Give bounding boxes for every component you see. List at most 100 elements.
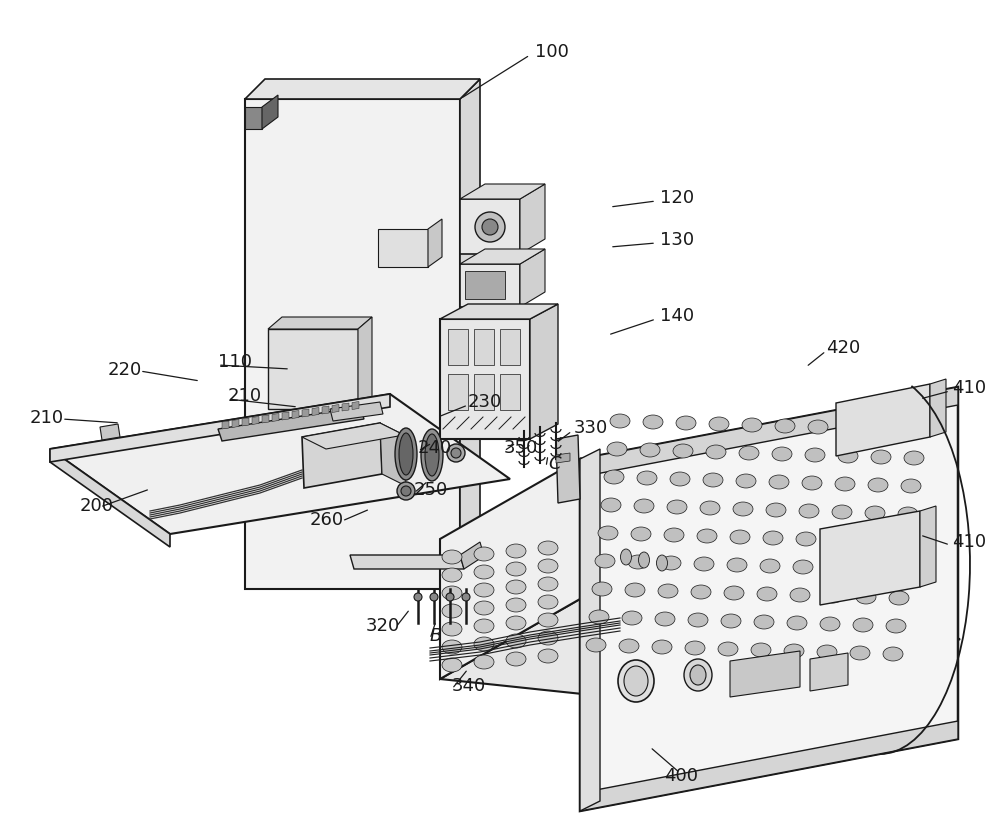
Ellipse shape <box>739 446 759 460</box>
Text: 350: 350 <box>504 439 538 456</box>
Ellipse shape <box>838 450 858 464</box>
Ellipse shape <box>414 594 422 601</box>
Ellipse shape <box>634 499 654 513</box>
Ellipse shape <box>506 562 526 576</box>
Ellipse shape <box>475 213 505 243</box>
Polygon shape <box>460 80 480 590</box>
Polygon shape <box>520 250 545 308</box>
Polygon shape <box>440 460 580 679</box>
Ellipse shape <box>667 500 687 514</box>
Polygon shape <box>332 405 339 413</box>
Text: 110: 110 <box>218 353 252 371</box>
Ellipse shape <box>856 590 876 604</box>
Ellipse shape <box>482 219 498 236</box>
Polygon shape <box>730 651 800 697</box>
Ellipse shape <box>506 616 526 630</box>
Polygon shape <box>50 394 390 463</box>
Polygon shape <box>245 100 460 590</box>
Polygon shape <box>460 185 545 200</box>
Ellipse shape <box>895 536 915 549</box>
Ellipse shape <box>538 577 558 591</box>
Ellipse shape <box>637 471 657 485</box>
Ellipse shape <box>766 503 786 518</box>
Ellipse shape <box>898 508 918 522</box>
Polygon shape <box>342 403 349 412</box>
Bar <box>465 272 505 300</box>
Ellipse shape <box>624 667 648 696</box>
Ellipse shape <box>826 561 846 575</box>
Polygon shape <box>580 721 958 811</box>
Polygon shape <box>820 512 920 605</box>
Polygon shape <box>810 653 848 691</box>
Ellipse shape <box>690 665 706 686</box>
Ellipse shape <box>784 644 804 658</box>
Ellipse shape <box>607 442 627 456</box>
Ellipse shape <box>395 428 417 480</box>
Text: 260: 260 <box>310 510 344 528</box>
Ellipse shape <box>462 594 470 601</box>
Ellipse shape <box>724 586 744 600</box>
Text: 210: 210 <box>228 387 262 405</box>
Ellipse shape <box>397 483 415 500</box>
Ellipse shape <box>442 586 462 600</box>
Ellipse shape <box>538 595 558 609</box>
Ellipse shape <box>442 623 462 636</box>
Ellipse shape <box>829 533 849 547</box>
Ellipse shape <box>757 587 777 601</box>
Ellipse shape <box>769 475 789 489</box>
Ellipse shape <box>862 534 882 548</box>
Text: 200: 200 <box>80 497 114 514</box>
Ellipse shape <box>474 583 494 597</box>
Polygon shape <box>580 388 958 811</box>
Ellipse shape <box>799 504 819 518</box>
Ellipse shape <box>688 614 708 628</box>
Ellipse shape <box>817 645 837 659</box>
Ellipse shape <box>796 532 816 546</box>
Polygon shape <box>312 408 319 416</box>
Ellipse shape <box>628 556 648 570</box>
Text: 230: 230 <box>468 392 502 411</box>
Ellipse shape <box>430 594 438 601</box>
Ellipse shape <box>655 612 675 626</box>
Ellipse shape <box>661 556 681 570</box>
Ellipse shape <box>850 646 870 660</box>
Ellipse shape <box>802 476 822 490</box>
Ellipse shape <box>625 583 645 597</box>
Ellipse shape <box>820 617 840 631</box>
Ellipse shape <box>538 542 558 556</box>
Ellipse shape <box>506 652 526 667</box>
Ellipse shape <box>736 474 756 489</box>
Polygon shape <box>50 450 170 547</box>
Ellipse shape <box>721 614 741 628</box>
Ellipse shape <box>451 449 461 459</box>
Ellipse shape <box>871 450 891 465</box>
Ellipse shape <box>706 445 726 460</box>
Polygon shape <box>350 556 464 570</box>
Ellipse shape <box>727 558 747 572</box>
Ellipse shape <box>631 527 651 542</box>
Text: 400: 400 <box>664 766 698 784</box>
Ellipse shape <box>868 479 888 493</box>
Ellipse shape <box>907 423 927 437</box>
Text: 240: 240 <box>418 439 452 456</box>
Text: 340: 340 <box>452 676 486 694</box>
Ellipse shape <box>787 616 807 630</box>
Ellipse shape <box>425 435 439 476</box>
Ellipse shape <box>643 416 663 430</box>
Polygon shape <box>272 414 279 422</box>
Ellipse shape <box>474 638 494 651</box>
Bar <box>474 330 494 365</box>
Polygon shape <box>282 412 289 421</box>
Text: 210: 210 <box>30 408 64 426</box>
Bar <box>500 330 520 365</box>
Polygon shape <box>302 410 309 417</box>
Text: 410: 410 <box>952 532 986 551</box>
Ellipse shape <box>733 503 753 517</box>
Polygon shape <box>268 318 372 330</box>
Polygon shape <box>245 108 262 130</box>
Polygon shape <box>222 421 229 430</box>
Text: 100: 100 <box>535 43 569 61</box>
Ellipse shape <box>506 544 526 558</box>
Polygon shape <box>836 384 930 456</box>
Ellipse shape <box>700 502 720 515</box>
